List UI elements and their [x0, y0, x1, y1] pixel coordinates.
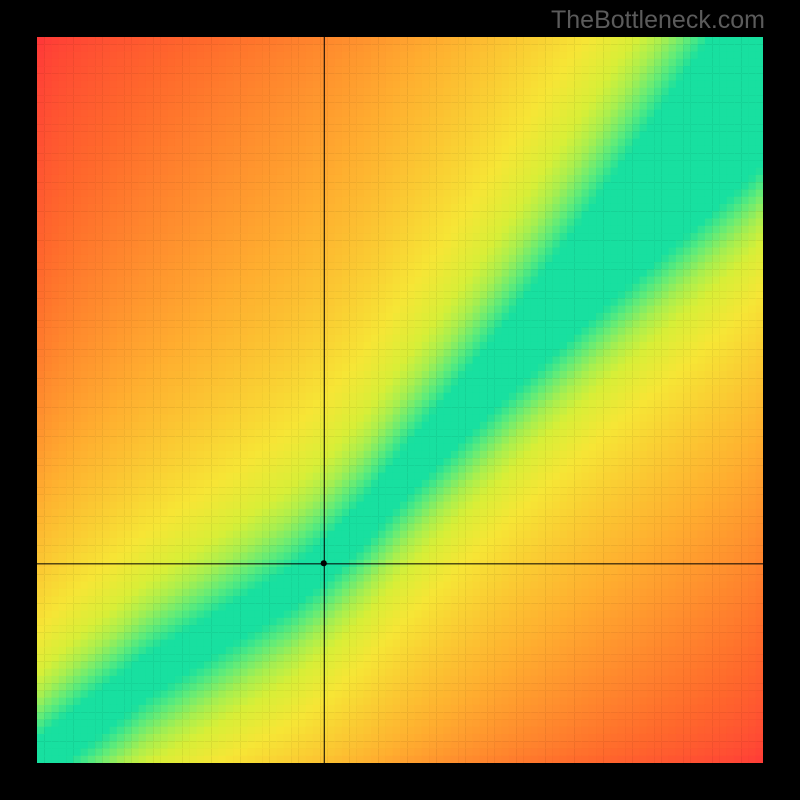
bottleneck-heatmap	[37, 37, 763, 763]
watermark-text: TheBottleneck.com	[551, 6, 765, 35]
